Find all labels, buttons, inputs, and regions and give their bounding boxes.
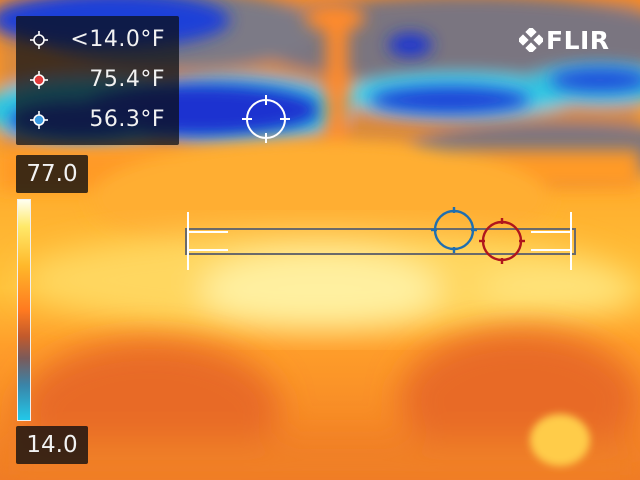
box-cold-marker[interactable] [431,207,477,253]
crosshair-red-icon [30,71,48,89]
spot-value-hot: 75.4°F [89,67,165,92]
flir-logo-icon [519,28,543,52]
color-scale-bar [17,199,31,421]
scale-max-box[interactable]: 77.0 [16,155,88,193]
spot-readout-panel: <14.0°F 75.4°F 56.3°F [16,16,179,145]
spot-readout-box-cold: 56.3°F [16,100,179,140]
crosshair-white-icon [30,31,48,49]
flir-logo-text: FLIR [546,26,610,55]
flir-logo: FLIR [519,26,614,56]
spot-readout-cold: <14.0°F [16,20,179,60]
spot-readout-hot: 75.4°F [16,60,179,100]
scale-max-value: 77.0 [26,161,78,187]
scale-min-value: 14.0 [26,432,78,458]
spot-value-box-cold: 56.3°F [89,107,165,132]
box-hot-marker[interactable] [479,218,525,264]
measurement-box[interactable] [185,212,576,270]
scale-min-box[interactable]: 14.0 [16,426,88,464]
spot-meter-marker[interactable] [242,95,290,143]
spot-value-cold: <14.0°F [70,27,165,52]
crosshair-blue-icon [30,111,48,129]
